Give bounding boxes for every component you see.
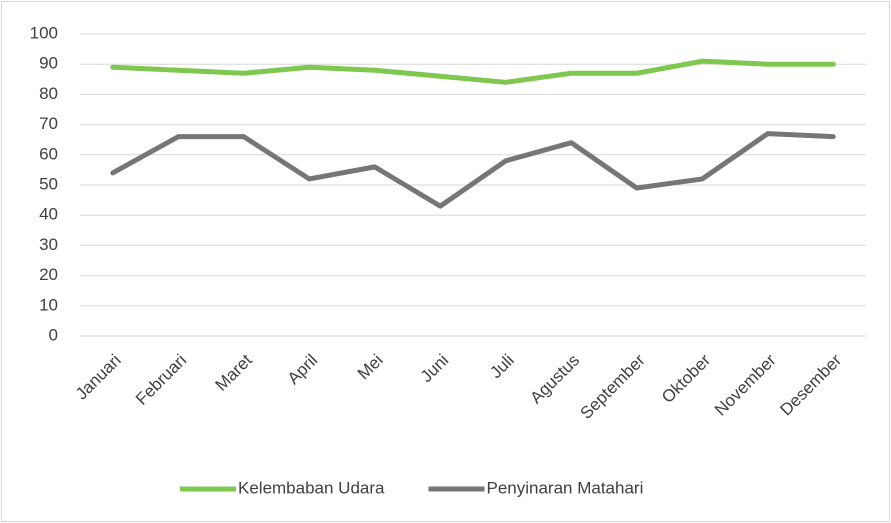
y-tick-label: 90 [39,54,58,73]
y-tick-label: 70 [39,114,58,133]
series-line [110,58,836,85]
y-tick-label: 0 [49,325,58,344]
legend-label: Kelembaban Udara [238,478,385,497]
y-tick-label: 50 [39,174,58,193]
y-tick-label: 80 [39,84,58,103]
legend-label: Penyinaran Matahari [486,478,643,497]
y-tick-label: 30 [39,235,58,254]
y-tick-label: 60 [39,144,58,163]
series-line [110,131,836,209]
y-tick-label: 10 [39,295,58,314]
y-tick-label: 20 [39,265,58,284]
y-tick-label: 100 [30,23,58,42]
y-tick-label: 40 [39,205,58,224]
